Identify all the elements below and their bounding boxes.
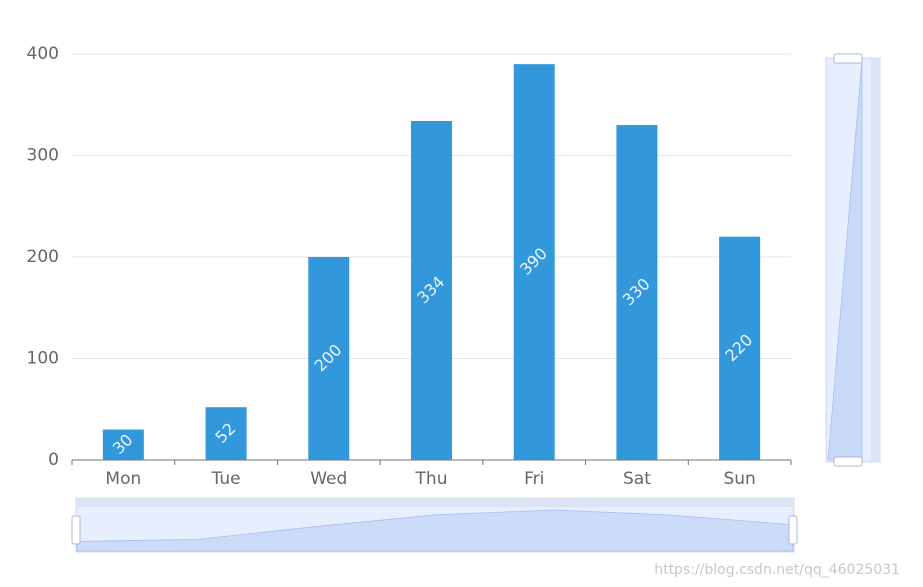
x-tick-label: Thu (415, 469, 448, 489)
bar (411, 120, 452, 461)
bar (513, 64, 555, 461)
x-tick-label: Fri (524, 469, 544, 489)
zoom-handle[interactable] (788, 515, 798, 545)
bar (205, 407, 247, 460)
bar (719, 236, 761, 460)
x-tick-label: Mon (105, 469, 141, 489)
zoom-bar (871, 58, 880, 462)
y-tick-label: 200 (27, 247, 59, 267)
bar (308, 257, 350, 460)
zoom-slider-vertical[interactable] (825, 53, 881, 467)
zoom-handle[interactable] (71, 515, 81, 545)
bar (616, 125, 658, 461)
y-tick-label: 400 (27, 44, 59, 64)
zoom-data-shadow (76, 509, 794, 552)
y-tick-label: 100 (27, 349, 59, 369)
x-tick-label: Wed (310, 469, 347, 489)
y-tick-label: 300 (27, 146, 59, 166)
x-tick-label: Tue (211, 469, 241, 489)
y-tick-label: 0 (48, 450, 59, 470)
zoom-handle[interactable] (833, 456, 863, 467)
x-tick-label: Sun (723, 469, 755, 489)
zoom-bar (76, 498, 794, 507)
zoom-slider-horizontal[interactable] (71, 497, 798, 553)
x-tick-label: Sat (623, 469, 651, 489)
zoom-handle[interactable] (833, 53, 863, 64)
bar (102, 429, 144, 460)
watermark: https://blog.csdn.net/qq_46025031 (654, 562, 900, 578)
